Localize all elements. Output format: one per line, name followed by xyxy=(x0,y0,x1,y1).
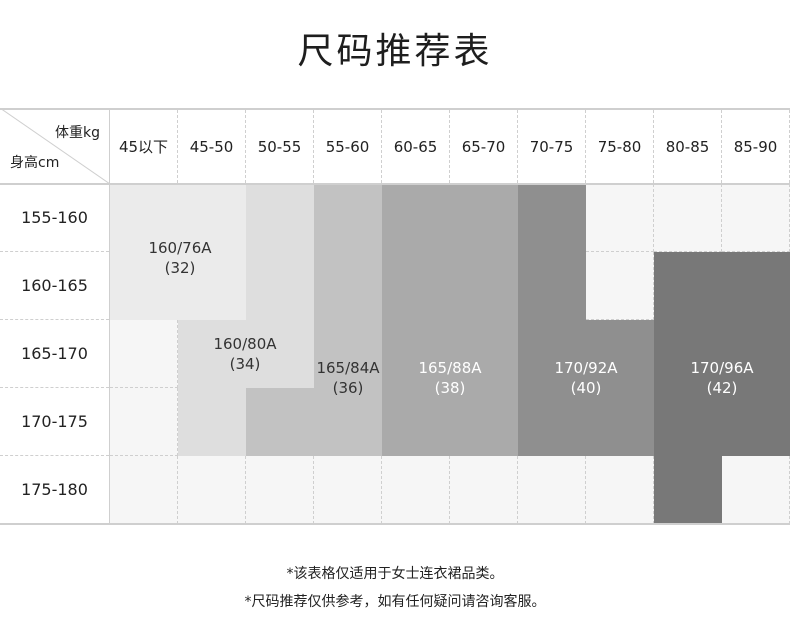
grid-cell xyxy=(314,456,382,524)
size-chart-grid: 160/76A (32) 160/80A (34) 165/84A (36) 165/… xyxy=(0,108,790,525)
weight-column-header: 80-85 xyxy=(654,110,722,183)
bottom-border xyxy=(0,523,790,525)
size-label-170-92a: 170/92A (40) xyxy=(554,359,618,397)
height-row-label: 165-170 xyxy=(0,320,109,388)
weight-column-header: 45-50 xyxy=(178,110,246,183)
size-block-160-80a-lower xyxy=(178,320,246,456)
weight-axis-label: 体重kg xyxy=(55,125,100,141)
weight-column-header: 65-70 xyxy=(450,110,518,183)
weight-column-header: 60-65 xyxy=(382,110,450,183)
corner-diagonal xyxy=(0,108,110,184)
size-block-170-96a xyxy=(654,252,790,456)
height-row-label: 160-165 xyxy=(0,252,109,320)
note-1: *该表格仅适用于女士连衣裙品类。 xyxy=(286,566,504,582)
height-axis-label: 身高cm xyxy=(10,155,60,171)
weight-column-header: 85-90 xyxy=(722,110,790,183)
size-block-165-88a xyxy=(382,184,518,456)
grid-cell xyxy=(178,456,246,524)
height-row-label: 170-175 xyxy=(0,388,109,456)
size-block-160-80a-mid xyxy=(246,320,314,388)
grid-cell xyxy=(586,456,654,524)
size-label-170-96a: 170/96A (42) xyxy=(690,359,754,397)
grid-cell xyxy=(722,456,790,524)
grid-cell xyxy=(586,252,654,320)
grid-cell xyxy=(110,388,178,456)
size-block-170-92a-right xyxy=(586,320,654,456)
row-label-divider xyxy=(109,108,110,524)
page-title: 尺码推荐表 xyxy=(297,31,493,72)
size-block-165-84a xyxy=(314,184,382,456)
corner-cell: 体重kg 身高cm xyxy=(0,108,110,184)
size-label-165-88a: 165/88A (38) xyxy=(418,359,482,397)
weight-column-header: 70-75 xyxy=(518,110,586,183)
grid-cell xyxy=(586,184,654,252)
weight-column-header: 45以下 xyxy=(110,110,178,183)
size-label-160-76a: 160/76A (32) xyxy=(148,239,212,277)
size-block-170-96a-lower xyxy=(654,456,722,524)
note-2: *尺码推荐仅供参考，如有任何疑问请咨询客服。 xyxy=(244,594,546,610)
grid-cell xyxy=(110,320,178,388)
size-block-170-92a xyxy=(518,184,586,456)
grid-cell xyxy=(722,184,790,252)
grid-cell xyxy=(450,456,518,524)
size-label-160-80a: 160/80A (34) xyxy=(213,335,277,373)
height-row-label: 175-180 xyxy=(0,456,109,524)
grid-cell xyxy=(110,456,178,524)
grid-cell xyxy=(246,456,314,524)
size-block-160-76a xyxy=(110,184,246,320)
size-block-165-84a-lower xyxy=(246,388,314,456)
grid-cell xyxy=(518,456,586,524)
height-row-label: 155-160 xyxy=(0,184,109,252)
weight-column-header: 75-80 xyxy=(586,110,654,183)
grid-cell xyxy=(654,184,722,252)
grid-cell xyxy=(382,456,450,524)
weight-column-header: 50-55 xyxy=(246,110,314,183)
size-label-165-84a: 165/84A (36) xyxy=(316,359,380,397)
header-border xyxy=(0,183,790,185)
top-border xyxy=(0,108,790,110)
weight-column-header: 55-60 xyxy=(314,110,382,183)
